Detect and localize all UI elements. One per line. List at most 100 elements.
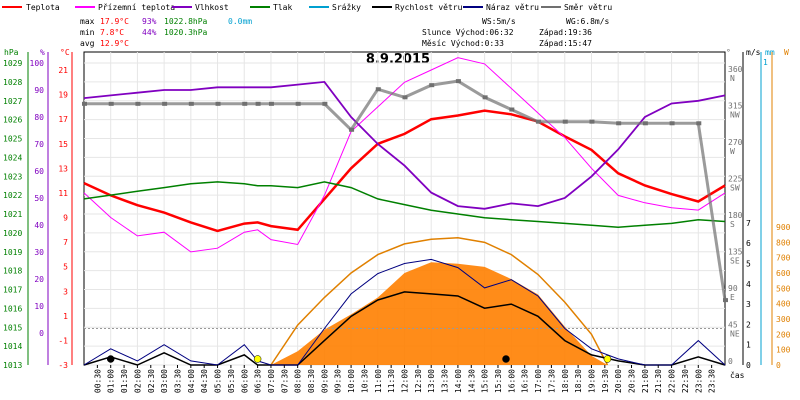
solar-max-line — [270, 236, 609, 366]
dir-deg-label: 360 — [728, 65, 743, 74]
w-tick-label: 100 — [776, 346, 791, 355]
time-tick-label: 03:30 — [173, 369, 182, 393]
hpa-tick-label: 1017 — [3, 286, 22, 295]
mm-unit: mm — [765, 48, 775, 57]
time-tick-label: 02:00 — [133, 369, 142, 393]
dir-deg-label: 45 — [728, 321, 738, 330]
plot-area — [82, 51, 728, 366]
ms-top-tick: 1 — [763, 58, 768, 67]
time-tick-label: 03:00 — [160, 369, 169, 393]
legend-wind: Rychlost větru — [395, 3, 463, 12]
ms-unit: m/s — [746, 48, 761, 57]
w-tick-label: 800 — [776, 238, 791, 247]
wind-direction-point — [723, 298, 728, 303]
time-tick-label: 14:30 — [467, 369, 476, 393]
dir-deg-label: 270 — [728, 138, 743, 147]
stat-avg-temp: 12.9°C — [100, 39, 129, 48]
dir-deg-label: 0 — [728, 357, 733, 366]
pct-tick-label: 80 — [34, 113, 44, 122]
time-tick-label: 18:00 — [561, 369, 570, 393]
time-tick-label: 05:30 — [227, 369, 236, 393]
time-tick-label: 08:30 — [307, 369, 316, 393]
stat-max-temp: 17.9°C — [100, 17, 129, 26]
sunrise-marker — [253, 355, 262, 363]
time-tick-label: 07:30 — [280, 369, 289, 393]
stat-max-hum: 93% — [142, 17, 157, 26]
series-line-2 — [83, 80, 726, 210]
time-tick-label: 10:00 — [347, 369, 356, 393]
degc-tick-label: 5 — [63, 263, 68, 272]
legend-ground-temp: Přízemní teplota — [98, 3, 175, 12]
time-tick-label: 06:30 — [254, 369, 263, 393]
time-tick-label: 04:30 — [200, 369, 209, 393]
legend-direction: Směr větru — [564, 3, 612, 12]
ms-tick-label: 7 — [746, 219, 751, 228]
time-tick-label: 11:30 — [387, 369, 396, 393]
time-tick-label: 12:30 — [414, 369, 423, 393]
time-tick-label: 09:30 — [334, 369, 343, 393]
dir-label: W — [730, 147, 735, 156]
time-tick-label: 11:00 — [374, 369, 383, 393]
time-tick-label: 14:00 — [454, 369, 463, 393]
time-tick-label: 00:30 — [93, 369, 102, 393]
time-tick-label: 01:00 — [107, 369, 116, 393]
time-tick-label: 05:00 — [214, 369, 223, 393]
solar-area — [270, 262, 608, 365]
w-tick-label: 900 — [776, 223, 791, 232]
stat-max-press: 1022.8hPa — [164, 17, 208, 26]
legend-gust: Náraz větru — [486, 3, 539, 12]
degc-tick-label: -1 — [58, 336, 68, 345]
hpa-tick-label: 1013 — [3, 361, 22, 370]
chart-title: 8.9.2015 — [366, 52, 430, 67]
stat-min-press: 1020.3hPa — [164, 28, 208, 37]
sun-set-info: Západ:19:36 — [539, 28, 592, 37]
hpa-tick-label: 1024 — [3, 153, 22, 162]
time-tick-label: 13:00 — [427, 369, 436, 393]
time-tick-label: 16:00 — [507, 369, 516, 393]
dir-label: NW — [730, 111, 740, 120]
ms-tick-label: 4 — [746, 280, 751, 289]
time-tick-label: 15:00 — [481, 369, 490, 393]
legend-humidity: Vlhkost — [195, 3, 229, 12]
left-axes: 1029102810271026102510241023102210211020… — [3, 52, 73, 370]
time-tick-label: 23:00 — [694, 369, 703, 393]
hpa-tick-label: 1019 — [3, 248, 22, 257]
pct-tick-label: 90 — [34, 86, 44, 95]
time-tick-label: 13:30 — [441, 369, 450, 393]
time-axis: 00:30 01:00 01:30 02:00 02:30 03:00 03:30 04:00… — [93, 365, 717, 393]
ms-tick-label: 3 — [746, 300, 751, 309]
w-tick-label: 500 — [776, 284, 791, 293]
dir-deg-label: 315 — [728, 102, 743, 111]
dir-label: SE — [730, 257, 740, 266]
legend-temp: Teplota — [26, 3, 60, 12]
time-tick-label: 09:00 — [320, 369, 329, 393]
pct-tick-label: 20 — [34, 275, 44, 284]
moon-set-info: Západ:15:47 — [539, 39, 592, 48]
time-tick-label: 12:00 — [401, 369, 410, 393]
dir-label: SW — [730, 184, 740, 193]
dir-deg-label: 90 — [728, 284, 738, 293]
time-tick-label: 01:30 — [120, 369, 129, 393]
wind-direction-line — [84, 79, 727, 301]
legend: Teplota Přízemní teplota Vlhkost Tlak Sr… — [2, 3, 612, 12]
hpa-tick-label: 1026 — [3, 116, 22, 125]
hpa-tick-label: 1023 — [3, 172, 22, 181]
series-line-5 — [83, 258, 726, 366]
time-tick-label: 04:00 — [187, 369, 196, 393]
stat-avg-label: avg — [80, 39, 95, 48]
w-unit: W — [784, 48, 789, 57]
pct-unit: % — [40, 48, 45, 57]
degc-tick-label: 1 — [63, 312, 68, 321]
dir-label: S — [730, 220, 735, 229]
legend-rain: Srážky — [332, 3, 361, 12]
wind-gust-info: WG:6.8m/s — [566, 17, 610, 26]
moon-rise-marker — [106, 355, 115, 363]
ms-tick-label: 2 — [746, 320, 751, 329]
dir-label: E — [730, 293, 735, 302]
time-tick-label: 02:30 — [147, 369, 156, 393]
ms-tick-label: 1 — [746, 341, 751, 350]
time-tick-label: 15:30 — [494, 369, 503, 393]
hpa-tick-label: 1020 — [3, 229, 22, 238]
pct-tick-label: 50 — [34, 194, 44, 203]
w-tick-label: 200 — [776, 330, 791, 339]
